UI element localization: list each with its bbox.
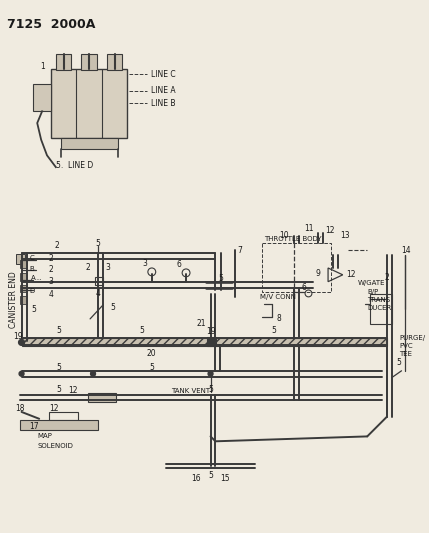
Text: 20: 20 xyxy=(147,349,157,358)
Bar xyxy=(263,244,331,293)
Text: 3: 3 xyxy=(142,259,148,268)
Text: 5: 5 xyxy=(149,364,154,373)
Text: 12: 12 xyxy=(69,386,78,395)
Text: 5: 5 xyxy=(56,326,61,335)
Text: 19: 19 xyxy=(13,332,22,341)
Text: 9: 9 xyxy=(316,269,321,278)
Text: B/P: B/P xyxy=(367,289,378,295)
Text: 13: 13 xyxy=(340,231,350,240)
Text: LINE A: LINE A xyxy=(151,86,175,95)
Text: 12: 12 xyxy=(346,270,355,279)
Bar xyxy=(20,285,27,293)
Text: D: D xyxy=(29,288,35,294)
Bar xyxy=(370,294,392,324)
Bar xyxy=(107,54,122,70)
Bar xyxy=(56,54,72,70)
Text: 5: 5 xyxy=(396,359,401,367)
Text: 4: 4 xyxy=(96,289,100,298)
Text: 2: 2 xyxy=(384,273,389,282)
Text: LINE C: LINE C xyxy=(151,70,175,78)
Text: 15: 15 xyxy=(221,474,230,483)
Text: TANK VENT: TANK VENT xyxy=(171,389,211,394)
Text: 5: 5 xyxy=(56,385,61,394)
Circle shape xyxy=(19,372,24,376)
Text: TRANS: TRANS xyxy=(367,297,390,303)
Circle shape xyxy=(91,372,96,376)
Text: 12: 12 xyxy=(49,405,58,414)
Text: 2: 2 xyxy=(86,263,91,272)
Circle shape xyxy=(208,372,213,376)
Text: W/GATE: W/GATE xyxy=(357,280,385,286)
Text: PURGE/: PURGE/ xyxy=(399,335,426,342)
Text: 21: 21 xyxy=(196,319,205,328)
Text: 6: 6 xyxy=(177,260,181,269)
Text: DUCER: DUCER xyxy=(367,305,392,311)
Text: 5: 5 xyxy=(218,274,223,283)
Text: 5.  LINE D: 5. LINE D xyxy=(56,160,93,169)
Text: 5: 5 xyxy=(272,326,277,335)
Bar xyxy=(49,412,79,420)
Text: 19: 19 xyxy=(206,327,215,336)
Text: LINE B: LINE B xyxy=(151,99,175,108)
Text: SOLENOID: SOLENOID xyxy=(37,443,73,449)
Text: 5: 5 xyxy=(32,304,37,313)
Text: 12: 12 xyxy=(325,226,335,235)
Text: 14: 14 xyxy=(402,246,411,255)
Text: 7125  2000A: 7125 2000A xyxy=(7,18,95,31)
Bar xyxy=(21,338,387,346)
Text: 5: 5 xyxy=(56,364,61,373)
Text: 5: 5 xyxy=(96,239,100,248)
Bar xyxy=(81,54,97,70)
Text: 2: 2 xyxy=(48,254,53,263)
Text: 8: 8 xyxy=(277,314,281,324)
Text: 11: 11 xyxy=(304,224,313,233)
Text: A...: A... xyxy=(31,275,43,281)
Text: 10: 10 xyxy=(279,231,289,240)
Bar xyxy=(207,337,216,346)
Text: 5: 5 xyxy=(139,326,145,335)
Text: 7: 7 xyxy=(238,246,242,255)
Text: TEE: TEE xyxy=(399,351,413,357)
Text: B: B xyxy=(29,266,34,272)
Bar xyxy=(51,69,127,138)
Text: 5: 5 xyxy=(208,471,213,480)
Text: 16: 16 xyxy=(191,474,201,483)
Text: M/V CONN: M/V CONN xyxy=(260,294,296,301)
Text: 4: 4 xyxy=(48,290,53,299)
Text: 6: 6 xyxy=(301,283,306,292)
Bar xyxy=(20,273,27,281)
Text: PVC: PVC xyxy=(399,343,413,349)
Text: 3: 3 xyxy=(105,263,110,272)
Bar xyxy=(20,420,98,430)
Text: 5: 5 xyxy=(208,385,213,394)
Text: C: C xyxy=(29,255,34,261)
Circle shape xyxy=(18,340,24,345)
Text: 2: 2 xyxy=(48,265,53,274)
Text: 2: 2 xyxy=(54,241,59,250)
Text: 17: 17 xyxy=(30,422,39,431)
Bar xyxy=(20,296,27,304)
Text: 3: 3 xyxy=(48,277,53,286)
Text: 1: 1 xyxy=(40,62,45,71)
Text: 18: 18 xyxy=(15,405,24,414)
Text: THROTTLE BODY: THROTTLE BODY xyxy=(264,236,322,241)
Bar xyxy=(95,277,103,285)
Bar xyxy=(16,254,25,264)
Text: MAP: MAP xyxy=(37,433,52,439)
Bar xyxy=(33,84,51,111)
Bar xyxy=(61,138,118,149)
Bar xyxy=(20,260,27,268)
Text: CANISTER END: CANISTER END xyxy=(9,271,18,328)
Bar xyxy=(88,393,115,402)
Text: 5: 5 xyxy=(110,303,115,312)
